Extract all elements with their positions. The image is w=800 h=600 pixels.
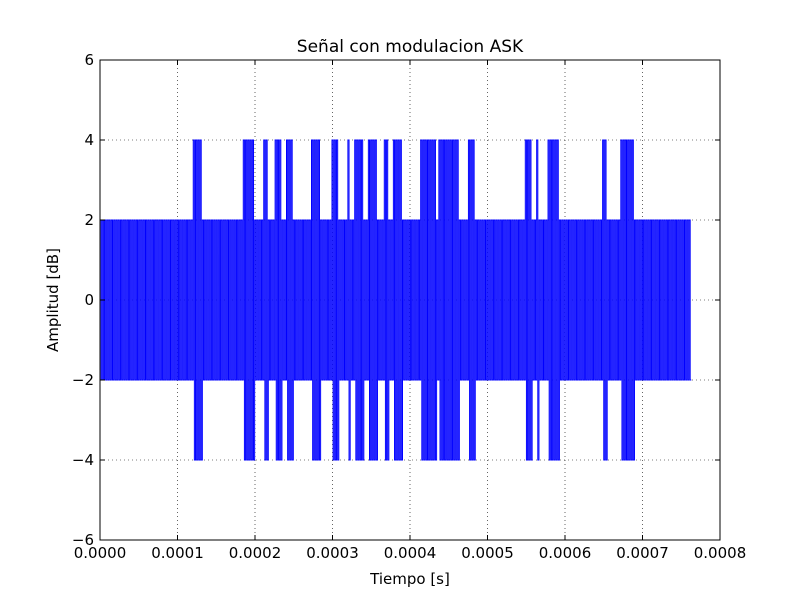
x-tick-label: 0.0005 [461, 544, 514, 562]
x-axis-title: Tiempo [s] [369, 570, 450, 588]
series-group [100, 139, 692, 461]
y-axis-title: Amplitud [dB] [44, 248, 62, 352]
x-tick-label: 0.0002 [229, 544, 282, 562]
x-tick-label: 0.0007 [616, 544, 669, 562]
y-tick-label: −4 [72, 451, 94, 469]
y-tick-label: −6 [72, 531, 94, 549]
y-tick-label: 2 [84, 211, 94, 229]
x-tick-label: 0.0004 [384, 544, 437, 562]
y-tick-label: 6 [84, 51, 94, 69]
x-tick-label: 0.0001 [151, 544, 204, 562]
x-tick-label: 0.0000 [74, 544, 127, 562]
x-tick-label: 0.0008 [694, 544, 747, 562]
chart-title: Señal con modulacion ASK [297, 37, 524, 57]
ticks: 0.0000 0.0001 0.0002 0.0003 0.0004 0.0005 0.00… [72, 51, 746, 562]
y-tick-label: 4 [84, 131, 94, 149]
x-tick-label: 0.0006 [539, 544, 592, 562]
y-tick-label: −2 [72, 371, 94, 389]
y-tick-label: 0 [84, 291, 94, 309]
ask-signal-line [100, 139, 692, 461]
x-tick-label: 0.0003 [306, 544, 359, 562]
